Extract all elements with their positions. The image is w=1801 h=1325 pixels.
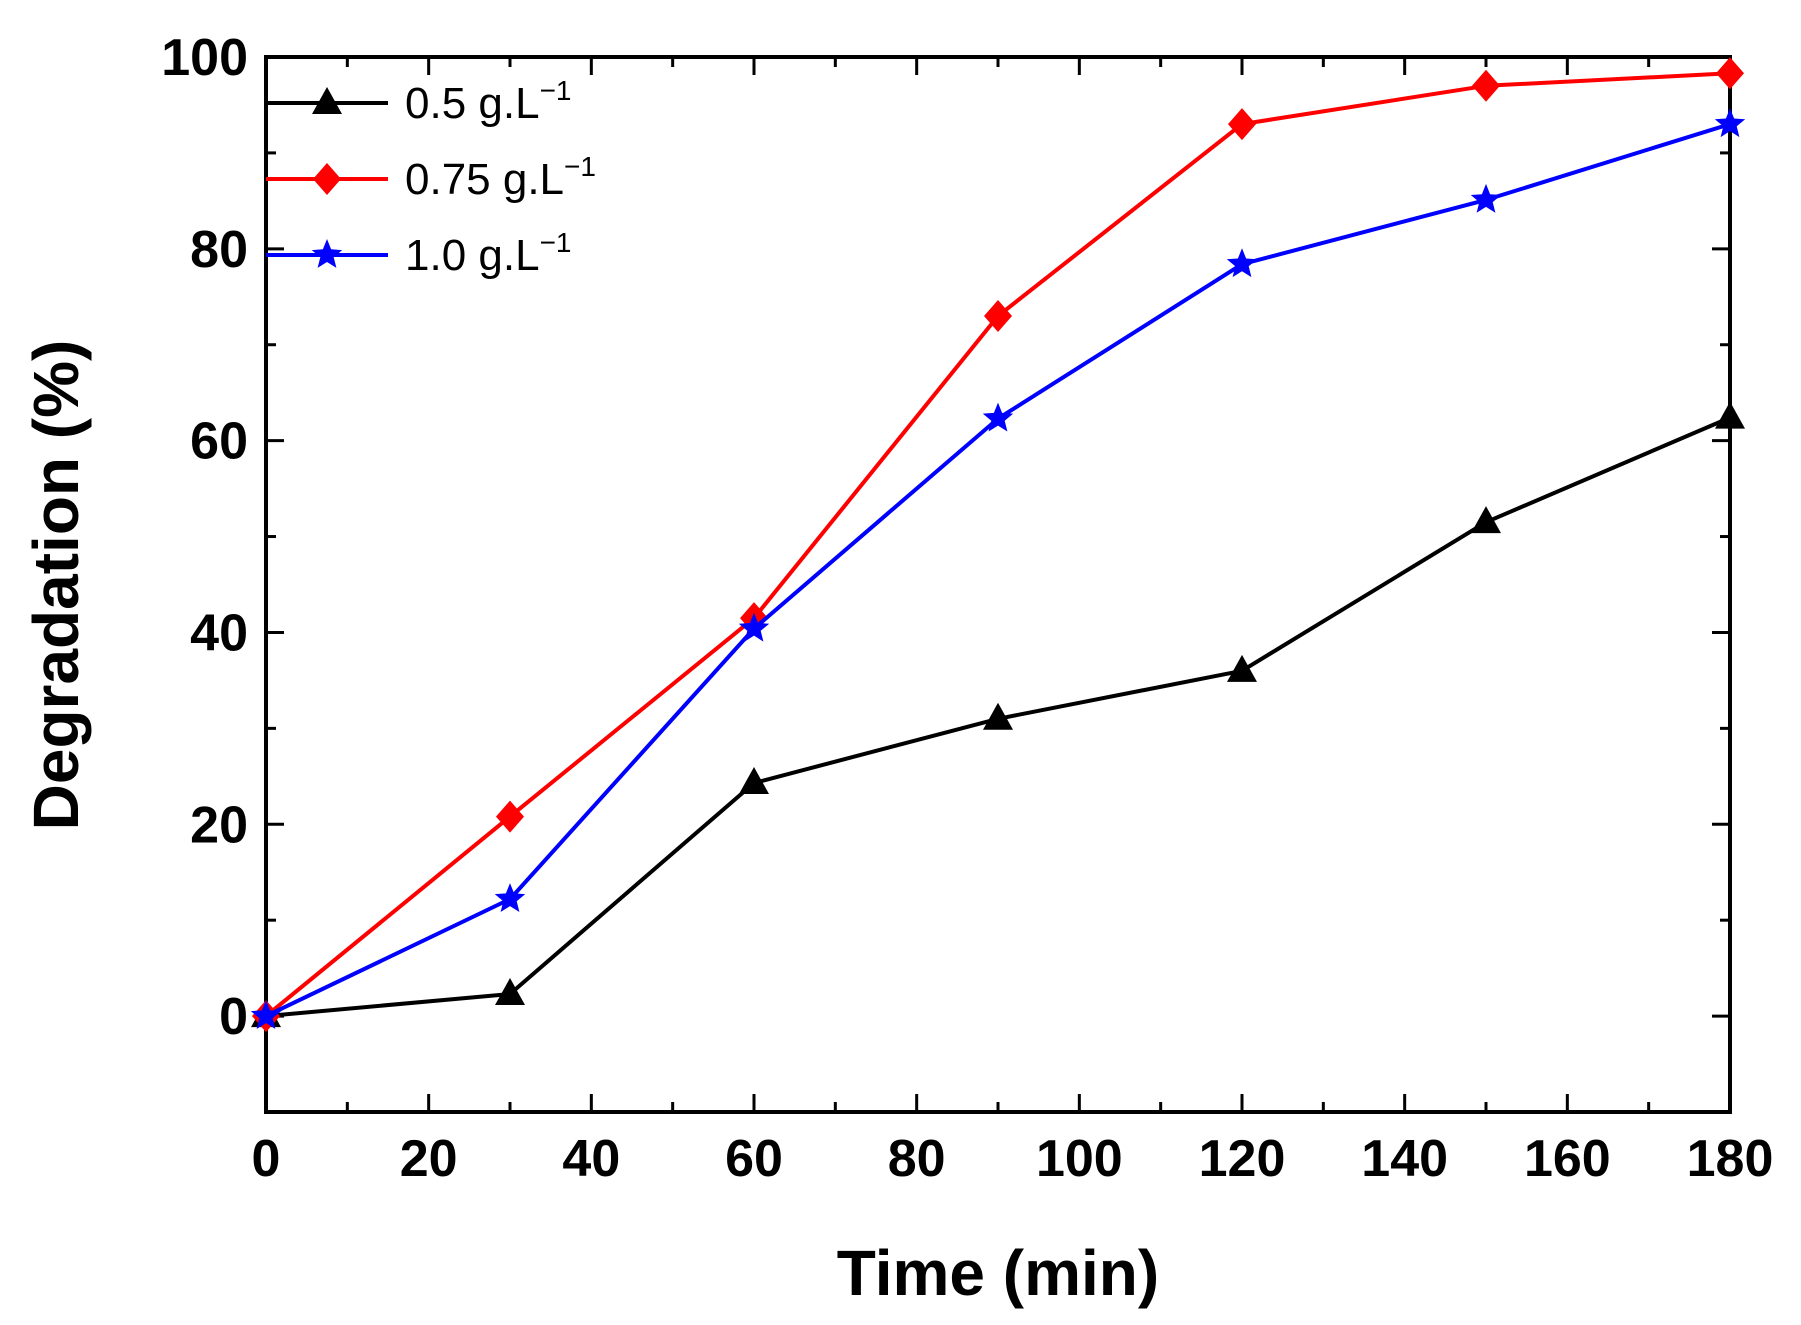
plot-frame xyxy=(264,55,1732,1114)
data-point xyxy=(984,299,1012,332)
y-axis-title: Degradation (%) xyxy=(20,340,92,831)
x-tick-label: 80 xyxy=(888,1130,946,1188)
legend-exponent: −1 xyxy=(564,151,596,182)
x-tick-label: 20 xyxy=(400,1130,458,1188)
series-3 xyxy=(250,108,1746,1029)
y-tick-label: 100 xyxy=(161,29,248,87)
x-tick-label: 60 xyxy=(725,1130,783,1188)
data-point xyxy=(1472,69,1500,102)
legend-exponent: −1 xyxy=(540,75,572,106)
x-tick-label: 100 xyxy=(1036,1130,1123,1188)
series-layer xyxy=(250,57,1746,1033)
data-point xyxy=(738,612,770,642)
x-tick-label: 180 xyxy=(1687,1130,1774,1188)
x-tick-label: 40 xyxy=(562,1130,620,1188)
y-tick-label: 20 xyxy=(190,796,248,854)
data-point xyxy=(1714,108,1746,138)
x-tick-label: 120 xyxy=(1199,1130,1286,1188)
data-point xyxy=(1715,401,1745,429)
data-point xyxy=(495,978,525,1006)
x-tick-label: 160 xyxy=(1524,1130,1611,1188)
x-tick-label: 140 xyxy=(1361,1130,1448,1188)
y-axis-ticks: 0 20 40 60 80 100 xyxy=(161,29,1730,1114)
legend: 0.5 g.L−1 0.75 g.L−1 1.0 g.L−1 xyxy=(266,75,596,280)
data-point xyxy=(1716,57,1744,90)
y-tick-label: 40 xyxy=(190,604,248,662)
data-point xyxy=(983,702,1013,730)
data-point xyxy=(1470,183,1502,213)
data-point xyxy=(496,800,524,833)
legend-label: 0.75 g.L−1 xyxy=(405,151,596,204)
legend-item: 0.5 g.L−1 xyxy=(266,75,572,128)
series-line xyxy=(264,71,1731,1018)
legend-exponent: −1 xyxy=(540,227,572,258)
data-point xyxy=(250,1000,282,1029)
legend-item: 1.0 g.L−1 xyxy=(266,227,572,280)
data-point xyxy=(1228,108,1256,141)
legend-marker xyxy=(311,239,343,268)
data-point xyxy=(982,402,1014,432)
legend-marker xyxy=(313,163,341,195)
y-tick-label: 80 xyxy=(190,221,248,279)
legend-label: 1.0 g.L−1 xyxy=(405,227,572,280)
x-axis-title: Time (min) xyxy=(837,1237,1159,1309)
data-point xyxy=(1226,248,1258,278)
legend-label: 0.5 g.L−1 xyxy=(405,75,572,128)
series-1 xyxy=(251,401,1745,1028)
data-point xyxy=(1471,506,1501,534)
y-tick-label: 0 xyxy=(219,988,248,1046)
data-point xyxy=(494,883,526,912)
data-point xyxy=(1227,654,1257,682)
data-point xyxy=(739,767,769,795)
y-tick-label: 60 xyxy=(190,413,248,471)
legend-item: 0.75 g.L−1 xyxy=(266,151,596,204)
x-axis-ticks: 0 20 40 60 80 100 120 140 160 180 xyxy=(252,57,1774,1188)
legend-marker xyxy=(312,87,342,114)
x-tick-label: 0 xyxy=(252,1130,281,1188)
